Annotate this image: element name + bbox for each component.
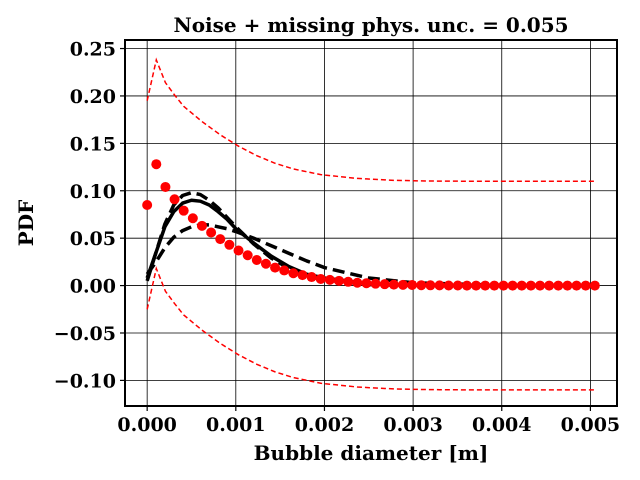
x-tick-label: 0.004 (472, 414, 532, 436)
data-point (169, 194, 180, 205)
data-point (187, 213, 198, 224)
series-line-2 (145, 223, 591, 288)
uncertainty-upper-line (146, 57, 595, 183)
plot-frame (124, 39, 618, 407)
data-point (288, 268, 299, 279)
data-point (142, 199, 153, 210)
x-tick-label: 0.002 (295, 414, 355, 436)
data-point (206, 227, 217, 238)
data-point (535, 280, 546, 291)
y-tick-label: −0.05 (54, 323, 116, 345)
data-point (224, 239, 235, 250)
data-point (498, 280, 509, 291)
y-tick-label: 0.25 (70, 39, 116, 61)
data-point (525, 280, 536, 291)
data-point (352, 277, 363, 288)
y-tick-label: −0.10 (54, 370, 116, 392)
data-point (388, 279, 399, 290)
data-point (434, 280, 445, 291)
data-point (489, 280, 500, 291)
data-point (279, 265, 290, 276)
chart-title: Noise + missing phys. unc. = 0.055 (173, 13, 568, 37)
data-point (553, 280, 564, 291)
data-point (480, 280, 491, 291)
x-tick-label: 0.001 (206, 414, 266, 436)
data-point (334, 275, 345, 286)
data-point (370, 278, 381, 289)
y-tick-label: 0.20 (70, 86, 116, 108)
y-axis-label: PDF (14, 200, 38, 247)
x-axis-label: Bubble diameter [m] (254, 441, 489, 465)
data-point (178, 205, 189, 216)
y-tick-label: 0.15 (70, 133, 116, 155)
data-point (580, 280, 591, 291)
data-point (215, 234, 226, 245)
data-point (589, 280, 600, 291)
data-point (443, 280, 454, 291)
x-tick-label: 0.000 (117, 414, 177, 436)
data-point (471, 280, 482, 291)
data-point (242, 250, 253, 261)
y-tick-label: 0.10 (70, 181, 116, 203)
series-line-0 (145, 198, 591, 288)
data-point (425, 280, 436, 291)
uncertainty-lower-line (146, 265, 595, 391)
data-point (151, 159, 162, 170)
ticks: 0.000 0.001 0.002 0.003 0.004 0.005 0.25 0.20 0.… (54, 39, 620, 436)
data-point (452, 280, 463, 291)
data-point (516, 280, 527, 291)
data-point (251, 254, 262, 265)
data-point (270, 262, 281, 273)
data-point (160, 181, 171, 192)
data-point (571, 280, 582, 291)
data-point (315, 273, 326, 284)
data-point (461, 280, 472, 291)
marks (142, 57, 600, 391)
data-point (361, 278, 372, 289)
data-point (379, 279, 390, 290)
data-point (407, 280, 418, 291)
data-point (233, 245, 244, 256)
data-point (507, 280, 518, 291)
y-tick-label: 0.05 (70, 228, 116, 250)
data-point (416, 280, 427, 291)
data-point (306, 272, 317, 283)
data-point (397, 279, 408, 290)
data-point (562, 280, 573, 291)
data-point (196, 220, 207, 231)
grid (125, 40, 617, 406)
data-point (324, 274, 335, 285)
data-point (544, 280, 555, 291)
y-tick-label: 0.00 (70, 276, 116, 298)
data-point (343, 276, 354, 287)
data-point (260, 258, 271, 269)
x-tick-label: 0.005 (561, 414, 621, 436)
data-point (297, 270, 308, 281)
x-tick-label: 0.003 (383, 414, 443, 436)
